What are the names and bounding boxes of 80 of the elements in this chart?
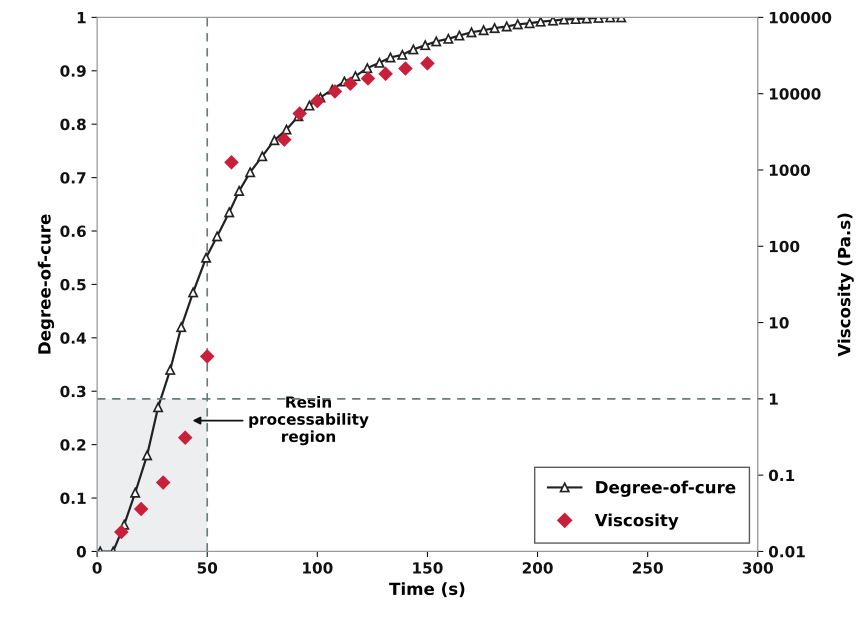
x-tick-label: 200: [522, 562, 553, 574]
x-tick-label: 250: [632, 562, 663, 574]
point: [443, 34, 454, 44]
point: [201, 252, 212, 263]
point: [454, 30, 464, 41]
y2-tick-label: 100000: [770, 12, 832, 24]
y-tick-label: 0: [76, 546, 86, 558]
y-tick-label: 0.6: [60, 225, 86, 238]
point: [378, 66, 393, 82]
x-tick-label: 0: [92, 562, 102, 574]
point: [130, 488, 140, 498]
y-tick-label: 0.3: [60, 386, 86, 398]
point: [478, 25, 489, 36]
y-axis-title: Degree-of-cure: [38, 214, 54, 354]
y-tick-label: 0.7: [60, 172, 86, 184]
point: [502, 21, 512, 32]
point: [490, 23, 500, 34]
y2-tick-label: 0.1: [768, 470, 794, 482]
point: [281, 124, 292, 135]
x-tick-label: 150: [413, 562, 443, 574]
point: [292, 106, 307, 121]
x-tick-label: 300: [742, 562, 773, 574]
point: [224, 155, 239, 170]
annotation: Resin processability region: [249, 396, 369, 446]
y2-axis-title: Viscosity (Pa.s): [838, 214, 854, 357]
point: [398, 61, 413, 76]
point: [188, 287, 198, 298]
point: [134, 502, 148, 516]
point: [420, 56, 435, 71]
y2-tick-label: 0.01: [768, 546, 805, 558]
point: [408, 44, 418, 54]
y2-tick-label: 100: [770, 240, 800, 252]
point: [257, 151, 268, 162]
point: [512, 19, 523, 30]
point: [466, 27, 476, 38]
y2-tick-label: 1000: [770, 164, 810, 176]
point: [360, 71, 376, 86]
point: [176, 322, 186, 332]
point: [362, 63, 372, 74]
point: [156, 475, 170, 490]
y2-tick-label: 10: [770, 317, 789, 329]
y-tick-label: 0.8: [60, 118, 86, 130]
point: [328, 84, 342, 99]
x-tick-label: 100: [303, 562, 333, 574]
point: [200, 349, 214, 364]
legend-label: Degree-of-cure: [596, 480, 736, 497]
point: [524, 18, 535, 28]
x-axis-title: Time (s): [389, 582, 464, 598]
point: [558, 17, 569, 25]
y-tick-label: 0.9: [60, 65, 86, 77]
point: [224, 207, 234, 218]
point: [374, 58, 384, 68]
point: [142, 450, 152, 460]
legend-label: Viscosity: [594, 514, 678, 530]
y-tick-label: 0.2: [60, 439, 86, 451]
y-tick-label: 0.4: [60, 332, 86, 344]
point: [548, 17, 558, 26]
point: [234, 186, 244, 196]
point: [212, 231, 222, 242]
point: [304, 100, 314, 111]
y-tick-label: 1: [78, 12, 86, 24]
point: [385, 52, 396, 62]
point: [431, 36, 442, 46]
point: [114, 524, 129, 540]
y-tick-label: 0.5: [60, 278, 86, 290]
point: [277, 132, 292, 147]
y-tick-label: 0.1: [60, 492, 86, 504]
point: [343, 76, 358, 92]
x-tick-label: 50: [198, 562, 218, 574]
point: [178, 430, 192, 445]
y2-tick-label: 1: [770, 394, 778, 405]
point: [397, 50, 408, 60]
point: [153, 402, 164, 412]
point: [269, 135, 280, 146]
point: [165, 364, 176, 375]
point: [536, 17, 546, 27]
point: [420, 40, 430, 50]
y2-tick-label: 10000: [770, 88, 821, 100]
point: [245, 167, 256, 178]
point: [310, 94, 325, 108]
